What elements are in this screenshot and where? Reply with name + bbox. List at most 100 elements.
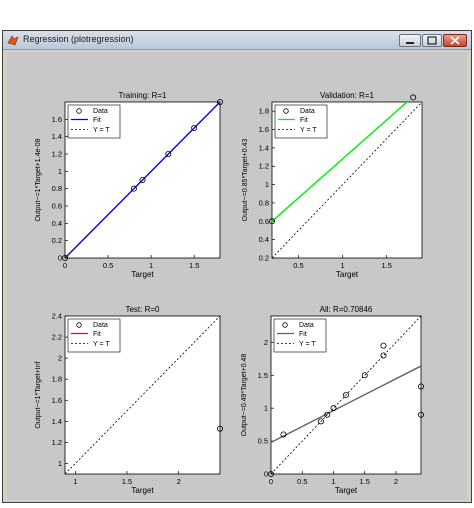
plot3-ytick-label: 1.4 [52, 417, 62, 426]
plot2-xtick-label: 0.5 [293, 261, 303, 270]
plot4-xtick-label: 1.5 [360, 477, 370, 486]
plot1-ytick-label: 0.2 [52, 236, 62, 245]
plot3-ytick-label: 2.4 [52, 312, 62, 321]
plot4-data-point [380, 342, 387, 349]
plot1-xtick-label: 1.5 [189, 261, 199, 270]
plot2-ytick-label: 1.6 [259, 125, 269, 134]
plot3-ytick-label: 2.2 [52, 333, 62, 342]
plot4-ytick-label: 1 [264, 404, 268, 413]
plot1-xtick-label: 0.5 [103, 261, 113, 270]
plot3-legend-data-marker [76, 322, 82, 328]
plot1-legend-data-marker [76, 108, 82, 114]
title-bar[interactable]: Regression (plotregression) [3, 31, 471, 50]
plot1-ytick-label: 1.2 [52, 150, 62, 159]
plot3-title: Test: R=0 [125, 305, 160, 314]
plot2-legend-label: Y = T [300, 127, 317, 134]
plot3-xtick-label: 1 [73, 477, 77, 486]
plot4-ytick-label: 0.5 [258, 437, 268, 446]
plot1-ytick-label: 0 [58, 254, 62, 263]
plot4-data-point [267, 470, 274, 477]
plot2-ytick-label: 1.4 [259, 143, 269, 152]
plot4-data-point [324, 411, 331, 418]
plot1-ytick-label: 0.6 [52, 202, 62, 211]
plot3-identity-line [65, 316, 220, 474]
plot2-legend-label: Data [300, 108, 315, 115]
plot2-xtick-label: 1 [341, 261, 345, 270]
close-icon [450, 36, 460, 45]
plot4-title: All: R=0.70846 [320, 305, 373, 314]
plot2-data-point [410, 94, 417, 101]
minimize-icon [406, 42, 414, 44]
plot1-data-point [191, 125, 198, 132]
plot4-legend-data-marker [282, 322, 288, 328]
plot4-data-point [330, 405, 337, 412]
plot1-ytick-label: 1.6 [52, 115, 62, 124]
plot4-ylabel: Output~=0.49*Target+0.48 [241, 354, 248, 437]
plot1-data-point [130, 185, 137, 192]
plot4-xtick-label: 1 [331, 477, 335, 486]
maximize-button[interactable] [422, 34, 442, 47]
plot3-xtick-label: 1.5 [122, 477, 132, 486]
regression-window: Regression (plotregression) 0 0.5 1 1.5 0 0.2… [2, 30, 472, 503]
plot2-ytick-label: 1.8 [259, 107, 269, 116]
plot1-data-point [62, 254, 69, 261]
plot2-ytick-label: 0.8 [259, 198, 269, 207]
plot3-legend-label: Data [93, 322, 108, 329]
plot4-fit-line [271, 365, 421, 444]
plot1-xtick-label: 0 [63, 261, 67, 270]
plot1-ytick-label: 1 [58, 167, 62, 176]
plot4-ytick-label: 0 [264, 470, 268, 479]
plot2-ylabel: Output~=0.85*Target+0.43 [242, 139, 249, 222]
plot1-title: Training: R=1 [119, 91, 168, 100]
close-button[interactable] [443, 34, 467, 47]
plot4-identity-line [271, 316, 421, 474]
plot3-data-point [216, 425, 223, 432]
plot4-legend-label: Y = T [299, 341, 316, 348]
plot2-ytick-label: 1.2 [259, 162, 269, 171]
plot1-ylabel: Output~=1*Target+1.4e-08 [35, 138, 42, 221]
plot2-legend-label: Fit [300, 117, 308, 124]
plot1-data-point [139, 177, 146, 184]
plot4-data-point [417, 411, 424, 418]
plot2-ytick-label: 0.2 [259, 254, 269, 263]
plot2-ytick-label: 0.4 [259, 235, 269, 244]
plot2-identity-line [272, 102, 422, 258]
plot4-data-point [380, 352, 387, 359]
plot4-data-point [317, 418, 324, 425]
plot3-legend-label: Y = T [93, 341, 110, 348]
plot3-legend-label: Fit [93, 331, 101, 338]
plot1-ytick-label: 0.4 [52, 219, 62, 228]
plot2-title: Validation: R=1 [320, 91, 374, 100]
plot3-xlabel: Target [131, 486, 154, 495]
plot4-xtick-label: 0.5 [297, 477, 307, 486]
plot4-xtick-label: 2 [394, 477, 398, 486]
plot1-data-point [216, 99, 223, 106]
plot2-data-point [268, 218, 275, 225]
plot2-legend-data-marker [283, 108, 289, 114]
plot3-ytick-label: 1.2 [52, 438, 62, 447]
plot1-xlabel: Target [131, 270, 154, 279]
plot4-data-point [342, 391, 349, 398]
maximize-icon [427, 36, 437, 45]
plot2-ytick-label: 0.6 [259, 217, 269, 226]
plot3-ytick-label: 1.6 [52, 396, 62, 405]
plot4-xtick-label: 0 [269, 477, 273, 486]
plot1-xtick-label: 1 [149, 261, 153, 270]
matlab-icon [7, 35, 19, 46]
minimize-button[interactable] [399, 34, 421, 47]
plot2-fit-line [272, 102, 409, 222]
plot4-xlabel: Target [335, 486, 358, 495]
plot3-ytick-label: 2 [58, 354, 62, 363]
plot4-data-point [280, 431, 287, 438]
plot4-legend-label: Fit [299, 331, 307, 338]
plot4-ytick-label: 1.5 [258, 371, 268, 380]
plot3-ytick-label: 1 [58, 459, 62, 468]
plot2-ytick-label: 1 [265, 180, 269, 189]
plot4-ytick-label: 2 [264, 338, 268, 347]
plot4-data-point [417, 383, 424, 390]
plot1-legend-label: Data [93, 108, 108, 115]
regression-plots: 0 0.5 1 1.5 0 0.2 0.4 0.6 0.8 1 1.2 1.4 1.6 Training:… [35, 91, 424, 495]
plot3-xtick-label: 2 [177, 477, 181, 486]
plot1-ytick-label: 0.8 [52, 184, 62, 193]
plot2-xlabel: Target [336, 270, 359, 279]
